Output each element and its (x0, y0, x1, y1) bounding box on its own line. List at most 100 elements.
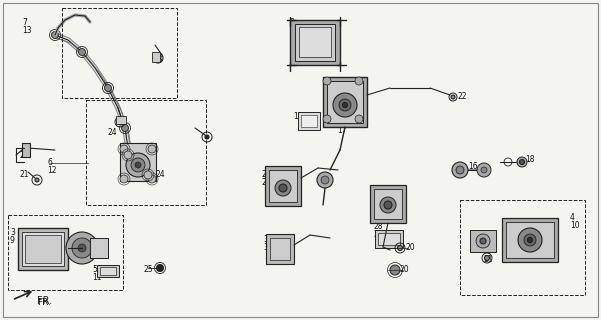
Circle shape (339, 99, 351, 111)
Circle shape (397, 245, 403, 251)
Circle shape (144, 171, 152, 179)
Text: 3: 3 (10, 228, 15, 237)
Text: 13: 13 (22, 26, 32, 35)
Text: 24: 24 (155, 170, 165, 179)
Circle shape (105, 84, 112, 92)
Text: 31: 31 (263, 243, 273, 252)
Text: 26: 26 (374, 186, 383, 195)
Circle shape (120, 175, 128, 183)
Circle shape (355, 115, 363, 123)
Text: 22: 22 (458, 92, 468, 101)
Circle shape (52, 31, 58, 38)
Circle shape (148, 145, 156, 153)
Bar (116, 116, 126, 124)
Circle shape (275, 180, 291, 196)
Text: 28: 28 (373, 222, 382, 231)
Circle shape (131, 158, 145, 172)
Text: 17: 17 (337, 126, 347, 135)
Circle shape (317, 172, 333, 188)
Circle shape (323, 77, 331, 85)
Text: 5: 5 (92, 265, 97, 274)
Circle shape (519, 159, 525, 164)
Text: 10: 10 (570, 221, 579, 230)
Bar (327, 81, 363, 123)
Circle shape (79, 49, 85, 55)
Bar (323, 77, 367, 127)
Bar (506, 222, 554, 258)
Text: 2: 2 (20, 151, 25, 160)
Text: 21: 21 (20, 170, 29, 179)
Circle shape (66, 232, 98, 264)
Circle shape (148, 175, 156, 183)
Bar (290, 20, 340, 65)
Circle shape (323, 115, 331, 123)
Text: 27: 27 (262, 178, 272, 187)
Bar (22, 143, 30, 157)
Circle shape (121, 124, 129, 132)
Bar (502, 218, 558, 262)
Text: 23: 23 (154, 55, 163, 64)
Text: 29: 29 (373, 230, 383, 239)
Circle shape (355, 77, 363, 85)
Bar (62, 8, 177, 98)
Bar (265, 166, 301, 206)
Circle shape (480, 238, 486, 244)
Text: 20: 20 (405, 243, 415, 252)
Circle shape (156, 56, 160, 60)
Bar (22, 232, 64, 266)
Bar (270, 238, 290, 260)
Circle shape (124, 151, 132, 159)
Bar (8, 215, 123, 290)
Bar (100, 267, 116, 275)
Bar (299, 27, 331, 57)
Circle shape (451, 95, 455, 99)
Bar (375, 230, 403, 248)
Circle shape (321, 176, 329, 184)
Circle shape (452, 162, 468, 178)
Bar (301, 115, 317, 127)
Bar (460, 200, 585, 295)
Bar (295, 24, 335, 61)
Circle shape (524, 234, 536, 246)
Circle shape (78, 244, 86, 252)
Text: 7: 7 (22, 18, 27, 27)
Bar (374, 189, 402, 219)
Text: 12: 12 (47, 166, 56, 175)
Circle shape (518, 228, 542, 252)
Text: 30: 30 (263, 235, 273, 244)
Circle shape (517, 157, 527, 167)
Circle shape (72, 238, 92, 258)
Text: 11: 11 (92, 273, 102, 282)
Text: 25: 25 (143, 265, 153, 274)
Bar (86, 100, 206, 205)
Text: 21: 21 (484, 255, 493, 264)
Bar (266, 234, 294, 264)
Text: 14: 14 (289, 26, 299, 35)
Text: 24: 24 (107, 128, 117, 137)
Circle shape (477, 163, 491, 177)
Text: 6: 6 (47, 158, 52, 167)
Circle shape (528, 237, 532, 243)
Circle shape (380, 197, 396, 213)
Bar (90, 238, 108, 258)
Text: 19: 19 (293, 112, 303, 121)
Bar (18, 228, 68, 270)
Circle shape (156, 265, 163, 271)
Circle shape (476, 234, 490, 248)
Circle shape (384, 201, 392, 209)
Circle shape (279, 184, 287, 192)
Circle shape (120, 145, 128, 153)
Bar (378, 233, 400, 245)
Bar (97, 265, 119, 277)
Circle shape (126, 153, 150, 177)
Text: 26: 26 (262, 170, 272, 179)
Circle shape (205, 135, 209, 139)
Circle shape (35, 178, 39, 182)
Text: 9: 9 (10, 236, 15, 245)
Text: FR.: FR. (37, 296, 52, 306)
Bar (120, 143, 156, 181)
Circle shape (484, 255, 489, 260)
Text: 16: 16 (468, 162, 478, 171)
Text: 23: 23 (128, 155, 138, 164)
Circle shape (390, 265, 400, 275)
